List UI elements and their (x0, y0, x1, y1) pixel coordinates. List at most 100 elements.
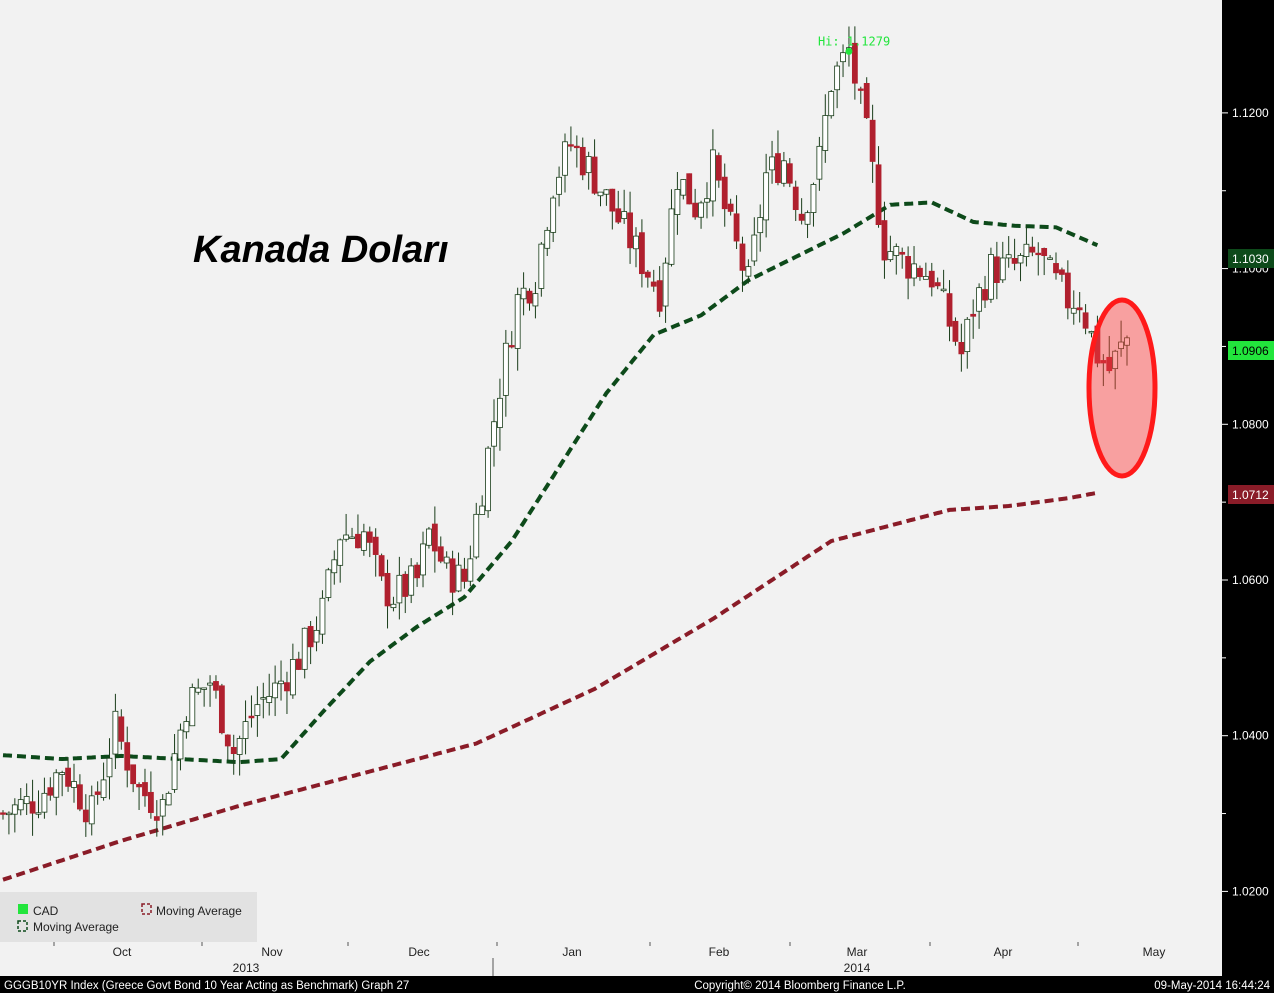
candle (402, 571, 409, 614)
candle-body (709, 149, 716, 202)
candle (372, 528, 379, 577)
candle (775, 130, 781, 186)
candle-body (999, 257, 1006, 281)
candle-body (857, 88, 864, 91)
candle (1059, 267, 1065, 282)
ma-long-value-label: 1.0712 (1228, 485, 1274, 504)
candle (899, 247, 906, 269)
candle-body (952, 320, 959, 342)
candle-body (520, 287, 527, 300)
candle (100, 762, 107, 801)
candle (491, 399, 497, 467)
candle-body (934, 282, 941, 287)
candle-body (420, 543, 426, 576)
candle-body (189, 687, 196, 727)
candle (242, 700, 249, 755)
legend: CAD Moving Average Moving Average (0, 892, 257, 942)
candle (863, 77, 870, 120)
candle (639, 219, 645, 288)
candle (307, 621, 314, 665)
candle (1118, 320, 1124, 357)
candle (29, 779, 36, 836)
svg-text:1.0906: 1.0906 (1232, 344, 1269, 358)
candle-body (59, 772, 66, 775)
candle (183, 716, 190, 739)
candle (704, 182, 710, 219)
candle (911, 246, 917, 287)
candle-body (763, 172, 770, 221)
candle-body (851, 42, 858, 84)
candle (159, 794, 166, 836)
candle-body (526, 290, 533, 304)
candle (627, 191, 633, 264)
candle-body (53, 772, 60, 798)
candle-body (893, 246, 900, 256)
candle (887, 235, 894, 262)
footer-left: GGGB10YR Index (Greece Govt Bond 10 Year… (4, 980, 409, 992)
candle-body (1029, 246, 1036, 253)
candle-body (1118, 341, 1124, 350)
candle (59, 770, 66, 797)
candle-body (733, 213, 740, 242)
month-label-feb: Feb (709, 945, 730, 959)
candle-body (662, 262, 669, 307)
candle-body (384, 572, 391, 607)
candle (443, 551, 450, 569)
candle (633, 227, 639, 268)
candle (579, 137, 586, 181)
candle-body (473, 513, 480, 558)
candle-body (982, 289, 988, 301)
y-axis-panel (1222, 0, 1274, 942)
candle (585, 151, 592, 190)
candle (47, 777, 54, 801)
candle-body (65, 767, 71, 787)
year-label-2014: 2014 (844, 961, 871, 975)
candle-body (106, 757, 113, 778)
candle (1053, 252, 1059, 280)
candle-body (360, 531, 367, 551)
candle-body (840, 52, 846, 63)
candle-body (82, 809, 89, 823)
candle-body (1112, 350, 1119, 370)
candle (331, 550, 338, 585)
candle (857, 86, 864, 104)
candle-body (786, 163, 793, 184)
candle (922, 262, 929, 280)
candle (497, 378, 503, 451)
candle (573, 135, 580, 168)
candle-body (11, 804, 18, 815)
candle-body (94, 791, 101, 795)
candle-body (721, 176, 728, 210)
candle-body (0, 812, 6, 815)
candle-body (378, 555, 385, 577)
candle (130, 764, 137, 793)
hi-label: Hi: 1.1279 (818, 34, 890, 48)
candle-body (508, 345, 515, 348)
candle (828, 90, 835, 119)
candle-body (656, 280, 663, 312)
candle-body (775, 153, 781, 183)
candle (940, 269, 947, 293)
candle-body (343, 534, 350, 540)
candle (112, 693, 119, 770)
candle (349, 527, 355, 539)
candle-body (201, 687, 208, 690)
candle (177, 723, 184, 771)
candle (822, 94, 829, 163)
candle-body (922, 276, 929, 280)
candle (289, 643, 296, 699)
candle-body (1017, 255, 1024, 264)
candle-body (585, 156, 592, 174)
candle (745, 259, 752, 284)
candle-body (798, 213, 805, 221)
candle-body (497, 397, 503, 428)
candle (1112, 349, 1119, 390)
legend-ma-green-swatch (17, 920, 28, 932)
candle-body (171, 753, 178, 790)
candle-body (278, 680, 284, 685)
candle-body (71, 781, 77, 788)
candle (1023, 225, 1030, 267)
candle-body (485, 447, 491, 512)
candle (213, 675, 219, 699)
candle-body (1035, 252, 1042, 256)
